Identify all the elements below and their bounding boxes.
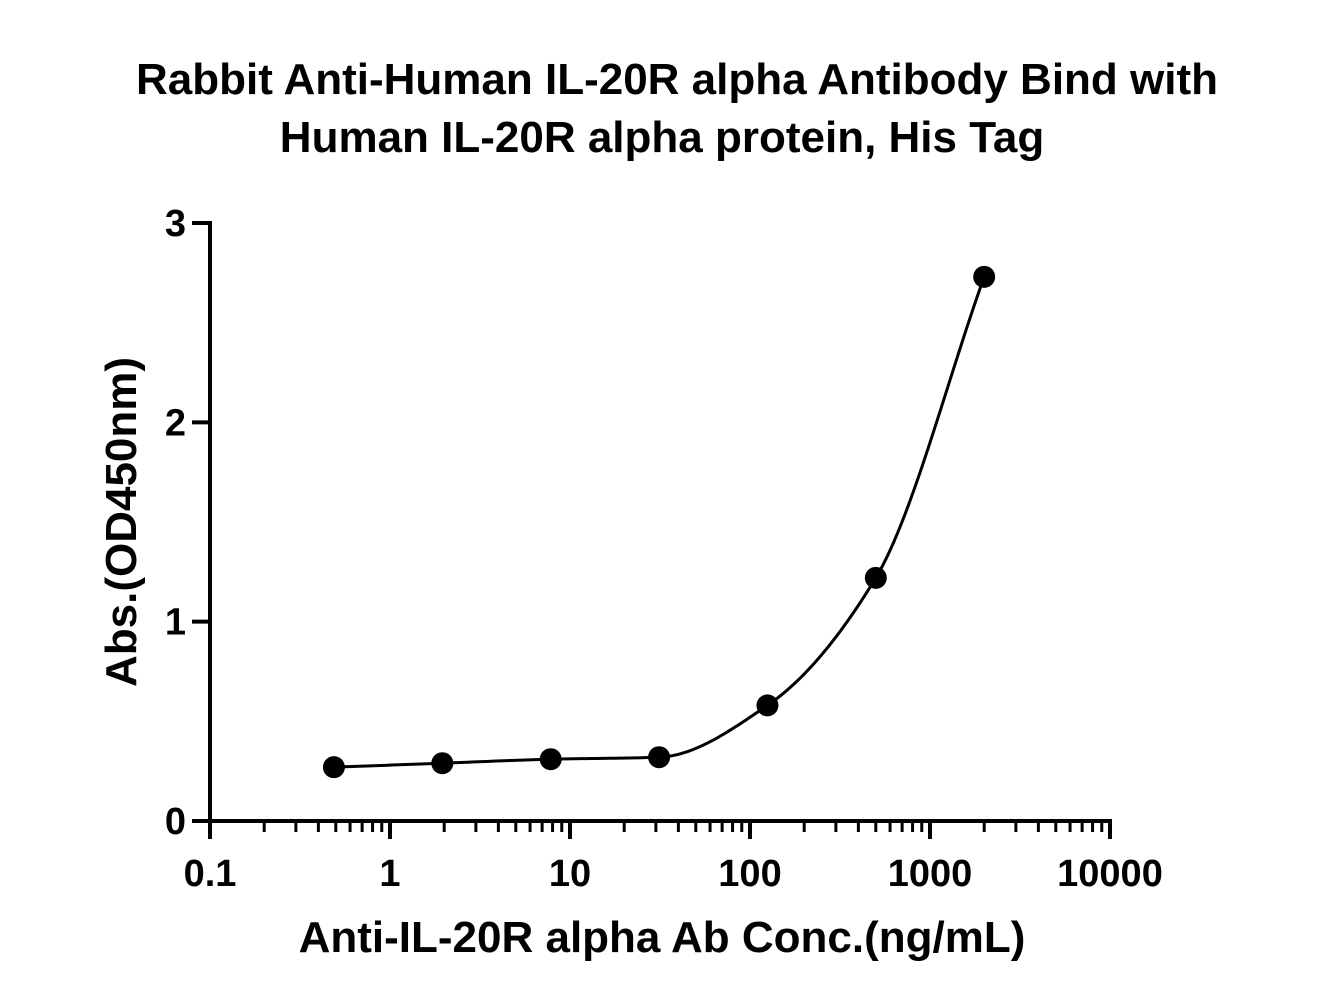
x-axis-label: Anti-IL-20R alpha Ab Conc.(ng/mL) (299, 913, 1026, 962)
chart-title-line-1: Rabbit Anti-Human IL-20R alpha Antibody … (136, 55, 1218, 104)
y-tick-label: 3 (165, 203, 186, 245)
x-tick-label: 10 (549, 853, 591, 895)
fit-curve (333, 276, 986, 769)
data-point (756, 694, 779, 717)
y-axis-label: Abs.(OD450nm) (97, 357, 146, 687)
chart-title-line-2: Human IL-20R alpha protein, His Tag (280, 113, 1044, 162)
data-point (431, 752, 454, 775)
y-tick-label: 2 (165, 402, 186, 444)
x-tick-label: 0.1 (184, 853, 237, 895)
x-tick-label: 10000 (1057, 853, 1163, 895)
data-point (864, 566, 887, 589)
x-tick-label: 100 (718, 853, 781, 895)
data-point (648, 746, 671, 769)
data-point (322, 756, 345, 779)
x-tick-label: 1000 (888, 853, 973, 895)
x-tick-label: 1 (379, 853, 400, 895)
data-points-layer (322, 265, 996, 779)
y-axis-ticks: 0 1 2 3 (165, 203, 210, 843)
data-point (973, 265, 996, 288)
y-tick-label: 0 (165, 801, 186, 843)
data-point (539, 748, 562, 771)
axes (208, 221, 1112, 823)
y-tick-label: 1 (165, 602, 186, 644)
fit-curve-layer (333, 276, 986, 769)
x-axis-ticks: 0.1 1 10 100 1000 10000 (184, 821, 1163, 895)
